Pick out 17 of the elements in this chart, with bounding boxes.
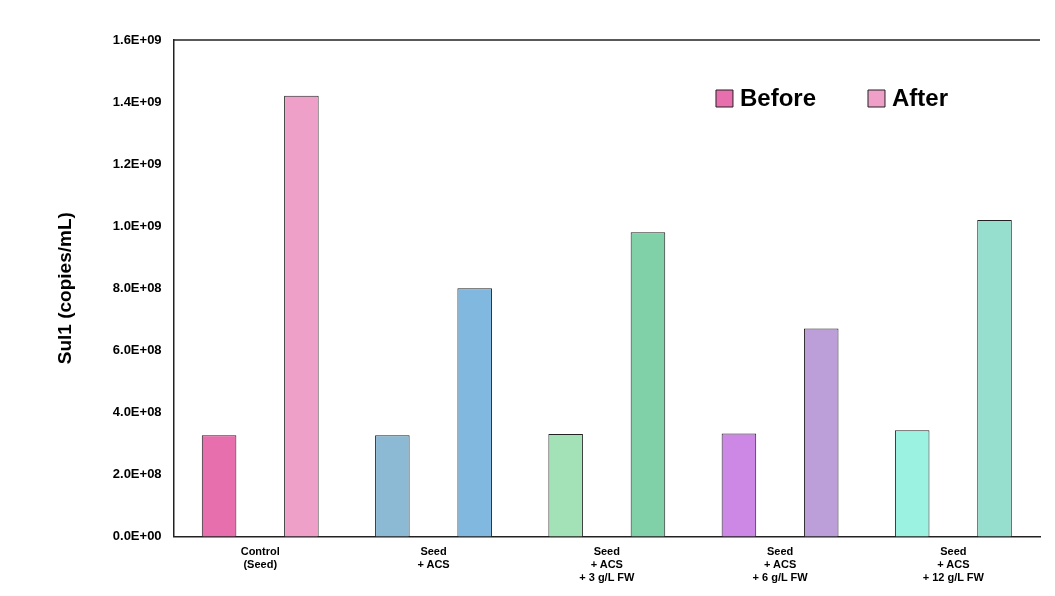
legend-label: After bbox=[892, 83, 949, 111]
y-tick-label: 1.4E+09 bbox=[112, 93, 162, 109]
x-tick-label: Seed + ACS + 6 g/L FW bbox=[752, 545, 809, 584]
y-tick-label: 1.6E+09 bbox=[112, 31, 162, 47]
x-tick-label: Seed + ACS + 3 g/L FW bbox=[579, 545, 635, 584]
y-tick-label: 4.0E+08 bbox=[112, 403, 162, 419]
y-tick-label: 0.0E+00 bbox=[112, 527, 162, 543]
y-tick-label: 2.0E+08 bbox=[112, 465, 162, 481]
y-axis-title: Sul1 (copies/mL) bbox=[53, 212, 75, 365]
x-tick-label: Seed + ACS + 12 g/L FW bbox=[922, 545, 985, 584]
y-tick-label: 8.0E+08 bbox=[112, 279, 162, 295]
x-tick-label: Seed + ACS bbox=[417, 545, 450, 571]
y-tick-label: 6.0E+08 bbox=[112, 341, 162, 357]
y-tick-label: 1.2E+09 bbox=[112, 155, 162, 171]
y-tick-label: 1.0E+09 bbox=[112, 217, 162, 233]
x-tick-label: Control (Seed) bbox=[240, 545, 280, 571]
legend-label: Before bbox=[739, 83, 817, 111]
